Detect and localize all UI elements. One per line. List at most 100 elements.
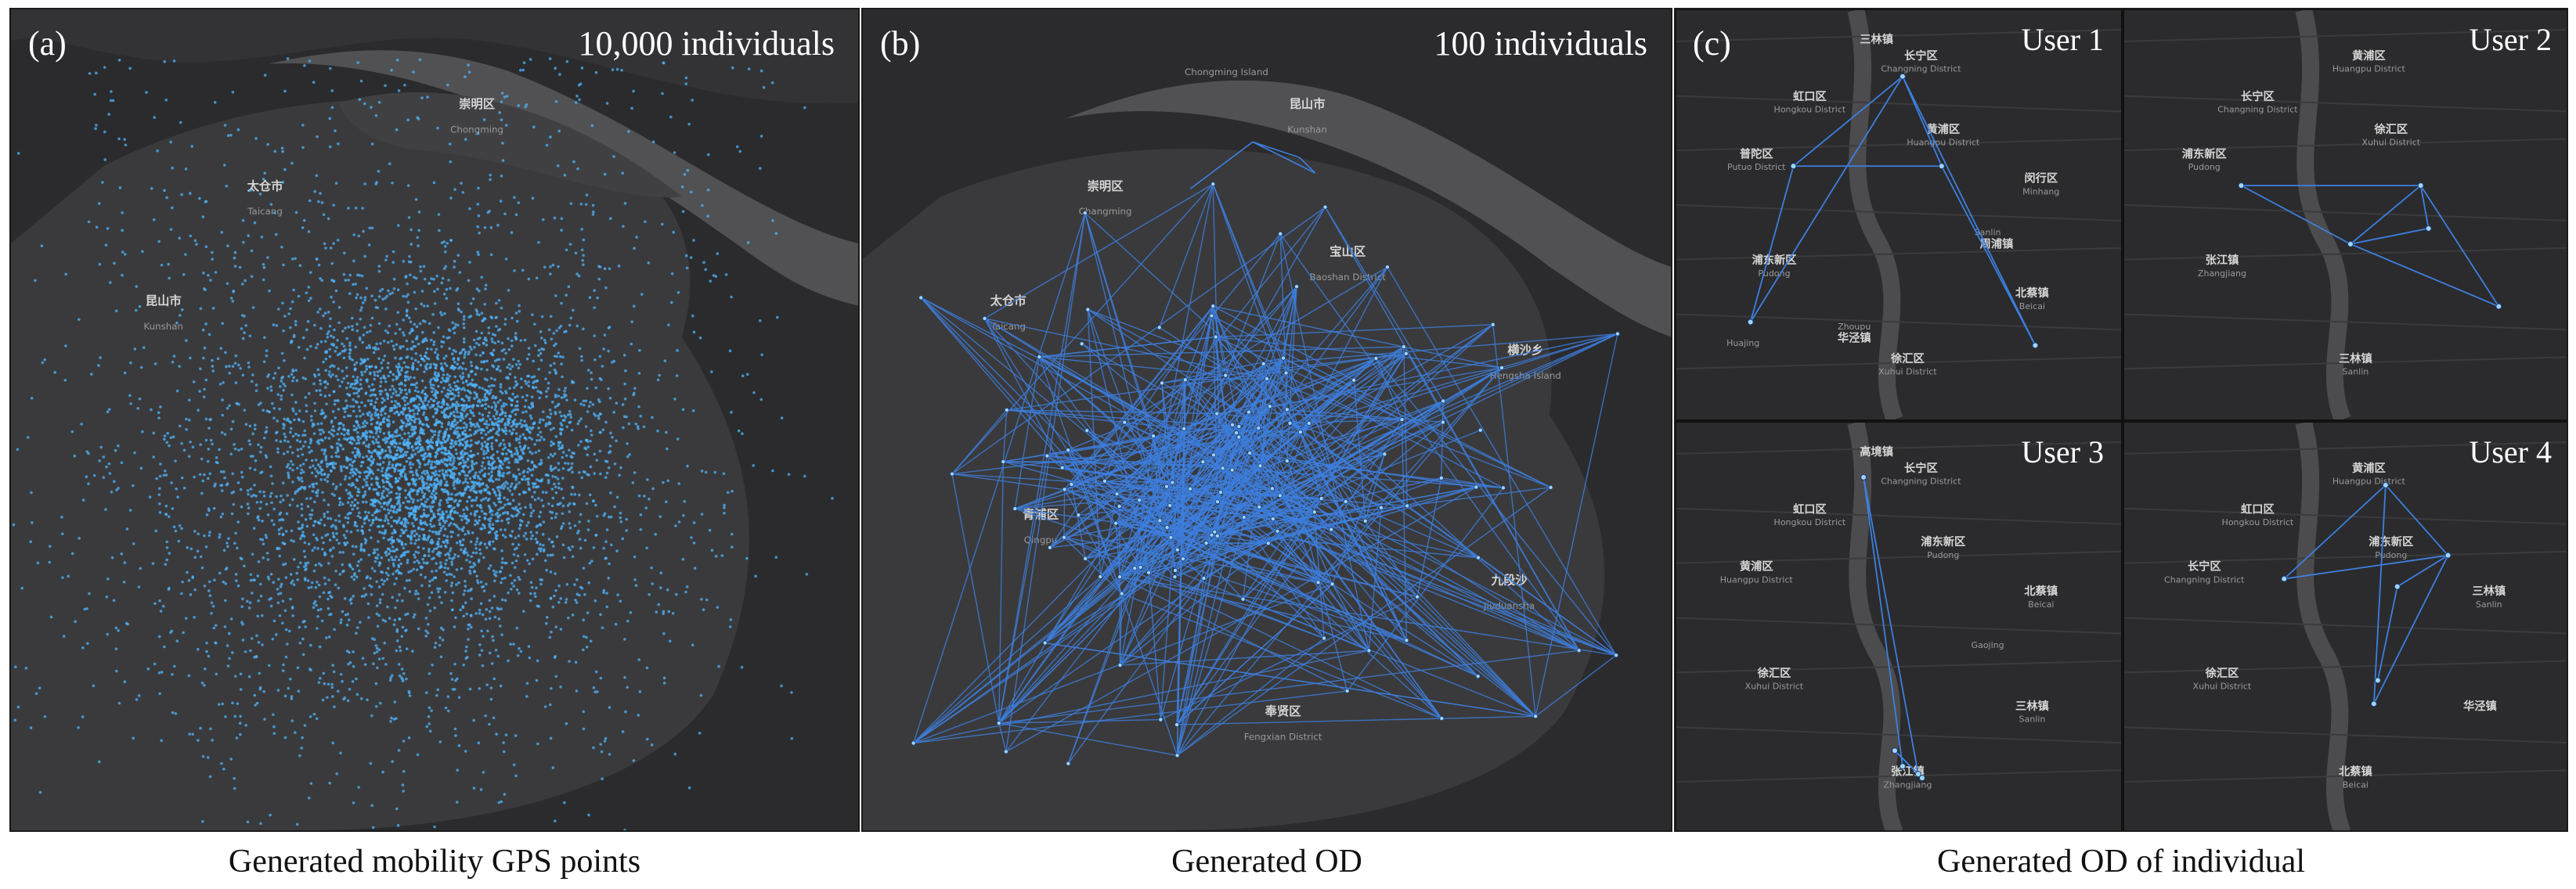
gps-point: [370, 388, 373, 392]
gps-point: [474, 383, 477, 387]
gps-point: [554, 655, 557, 658]
gps-point: [683, 500, 687, 503]
gps-point: [426, 477, 430, 481]
gps-point: [333, 705, 336, 708]
gps-point: [513, 269, 516, 272]
gps-point: [294, 401, 298, 404]
gps-point: [207, 534, 211, 538]
gps-point: [629, 610, 633, 614]
gps-point: [312, 382, 316, 386]
gps-point: [461, 443, 465, 447]
gps-point: [391, 181, 394, 185]
gps-point: [623, 638, 626, 641]
gps-point: [446, 373, 449, 376]
gps-point: [324, 340, 327, 344]
gps-point: [607, 387, 610, 391]
gps-point: [387, 477, 390, 480]
gps-point: [456, 380, 460, 383]
gps-point: [464, 460, 467, 464]
gps-point: [326, 480, 329, 483]
gps-point: [713, 470, 717, 474]
gps-point: [401, 783, 405, 786]
gps-point: [645, 666, 649, 670]
gps-point: [524, 398, 528, 402]
gps-point: [403, 438, 406, 442]
gps-point: [456, 410, 459, 414]
gps-point: [370, 226, 374, 230]
gps-point: [569, 316, 573, 320]
gps-point: [391, 406, 394, 410]
gps-point: [408, 694, 412, 697]
gps-point: [208, 531, 211, 534]
gps-point: [70, 430, 74, 434]
gps-point: [414, 276, 418, 280]
gps-point: [387, 522, 390, 525]
gps-point: [387, 511, 391, 515]
gps-point: [370, 423, 373, 426]
gps-point: [575, 578, 579, 581]
gps-point: [302, 534, 306, 538]
gps-point: [592, 499, 595, 502]
gps-point: [424, 351, 428, 355]
gps-point: [700, 470, 704, 473]
gps-point: [324, 415, 327, 418]
gps-point: [428, 609, 432, 613]
gps-point: [331, 741, 335, 745]
gps-point: [549, 453, 553, 456]
gps-point: [511, 365, 514, 368]
gps-point: [377, 265, 381, 268]
gps-point: [450, 608, 454, 612]
gps-point: [417, 442, 421, 446]
gps-point: [637, 494, 641, 498]
gps-point: [510, 339, 514, 343]
gps-point: [593, 334, 597, 337]
gps-point: [475, 496, 478, 499]
gps-point: [305, 328, 308, 332]
gps-point: [440, 425, 444, 429]
gps-point: [515, 400, 519, 403]
gps-point: [412, 498, 415, 502]
gps-point: [531, 495, 534, 498]
gps-point: [373, 346, 377, 349]
gps-point: [381, 531, 384, 534]
gps-point: [402, 333, 406, 337]
gps-point: [663, 359, 667, 362]
gps-point: [333, 628, 336, 632]
gps-point: [473, 391, 476, 394]
gps-point: [525, 524, 529, 527]
gps-point: [519, 650, 523, 653]
gps-point: [572, 308, 575, 312]
gps-point: [455, 401, 459, 404]
gps-point: [414, 538, 418, 542]
gps-point: [431, 541, 435, 544]
gps-point: [560, 414, 563, 418]
gps-point: [339, 621, 343, 624]
gps-point: [485, 582, 488, 586]
gps-point: [627, 422, 631, 426]
gps-point: [533, 498, 537, 502]
gps-point: [496, 654, 500, 658]
gps-point: [498, 494, 501, 497]
gps-point: [459, 412, 463, 415]
gps-point: [305, 497, 308, 500]
gps-point: [232, 502, 236, 506]
gps-point: [258, 671, 262, 675]
gps-point: [593, 599, 597, 603]
gps-point: [334, 374, 338, 378]
gps-point: [502, 430, 506, 434]
gps-point: [355, 419, 359, 423]
gps-point: [464, 367, 467, 371]
gps-point: [402, 501, 405, 505]
gps-point: [446, 376, 449, 380]
gps-point: [398, 617, 402, 621]
gps-point: [407, 377, 410, 381]
gps-point: [395, 649, 399, 653]
gps-point: [453, 403, 457, 406]
gps-point: [207, 589, 211, 592]
gps-point: [462, 464, 466, 468]
gps-point: [507, 591, 510, 595]
gps-point: [276, 689, 280, 692]
gps-point: [691, 314, 695, 318]
gps-point: [433, 290, 436, 293]
gps-point: [398, 645, 402, 649]
